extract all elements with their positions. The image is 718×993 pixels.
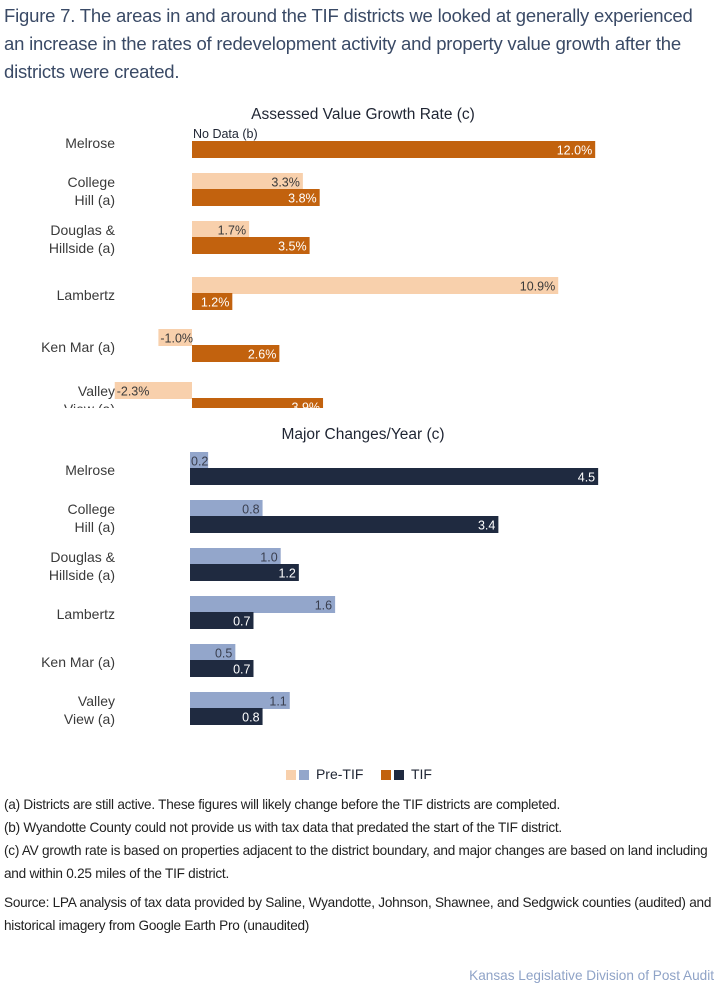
bar-pre-tif-4	[158, 329, 192, 346]
category-label-college-hill-a: College Hill (a)	[68, 501, 116, 535]
major-changes-chart: Major Changes/Year (c) Melrose 0.2 4.5 Colle…	[41, 426, 599, 727]
value-label-pre-tif-5: -2.3%	[117, 385, 150, 399]
assessed-value-growth-chart: Assessed Value Growth Rate (c) Melrose No …	[41, 106, 596, 409]
value-label-tif-0: 4.5	[578, 471, 595, 485]
category-label-melrose: Melrose	[65, 462, 115, 478]
bar-pre-tif-5	[114, 382, 192, 399]
value-label-tif-0: 12.0%	[557, 144, 592, 158]
value-label-pre-tif-1: 3.3%	[271, 176, 300, 190]
value-label-pre-tif-1: 0.8	[242, 503, 259, 517]
bar-pre-tif-3	[190, 596, 336, 613]
category-label-ken-mar-a: Ken Mar (a)	[41, 339, 115, 355]
legend-label-pre-tif: Pre-TIF	[315, 766, 364, 782]
value-label-pre-tif-0: 0.2	[191, 455, 208, 469]
footnote-b: (b) Wyandotte County could not provide u…	[4, 820, 562, 835]
chart-title: Major Changes/Year (c)	[281, 426, 444, 443]
value-label-pre-tif-4: -1.0%	[160, 332, 193, 346]
legend-swatch-mc-pre	[299, 770, 310, 780]
legend-label-tif: TIF	[410, 766, 432, 782]
bar-pre-tif-2	[190, 548, 281, 565]
bar-pre-tif-1	[190, 500, 263, 517]
category-label-lambertz: Lambertz	[57, 287, 115, 303]
value-label-tif-3: 0.7	[233, 615, 250, 629]
footnote-c: (c) AV growth rate is based on propertie…	[4, 843, 708, 881]
value-label-tif-3: 1.2%	[201, 296, 230, 310]
bar-tif-0	[192, 141, 596, 158]
value-label-pre-tif-2: 1.0	[260, 551, 277, 565]
category-label-college-hill-a: College Hill (a)	[68, 174, 116, 208]
value-label-tif-4: 2.6%	[248, 348, 277, 362]
legend-swatch-av-pre	[286, 770, 297, 780]
category-label-lambertz: Lambertz	[57, 606, 115, 622]
bar-tif-2	[192, 237, 310, 254]
credit-line: Kansas Legislative Division of Post Audi…	[469, 968, 714, 983]
value-label-tif-2: 3.5%	[278, 240, 307, 254]
value-label-pre-tif-4: 0.5	[215, 647, 232, 661]
bar-tif-2	[190, 564, 299, 581]
value-label-tif-1: 3.8%	[288, 192, 317, 206]
bar-tif-0	[190, 468, 599, 485]
bar-pre-tif-3	[192, 277, 559, 294]
legend-swatch-av-tif	[381, 770, 392, 780]
footnotes: (a) Districts are still active. These fi…	[4, 793, 718, 937]
bar-tif-3	[192, 293, 233, 310]
chart-title: Assessed Value Growth Rate (c)	[251, 106, 475, 123]
bar-tif-5	[190, 708, 263, 725]
value-label-tif-4: 0.7	[233, 663, 250, 677]
bar-tif-5	[192, 398, 324, 408]
figure-title: Figure 7. The areas in and around the TI…	[4, 5, 693, 82]
bar-tif-1	[192, 189, 320, 206]
bar-pre-tif-4	[190, 644, 236, 661]
value-label-pre-tif-3: 10.9%	[520, 280, 555, 294]
bar-tif-4	[190, 660, 254, 677]
category-label-douglas-hillside-a: Douglas & Hillside (a)	[49, 549, 116, 583]
value-label-pre-tif-0: No Data (b)	[193, 127, 258, 141]
bar-tif-4	[192, 345, 280, 362]
chart-legend: Pre-TIF TIF	[0, 766, 718, 782]
bar-pre-tif-2	[192, 221, 250, 238]
value-label-tif-2: 1.2	[278, 567, 295, 581]
value-label-tif-5: 0.8	[242, 711, 259, 725]
bar-tif-3	[190, 612, 254, 629]
legend-swatch-mc-tif	[394, 770, 405, 780]
category-label-ken-mar-a: Ken Mar (a)	[41, 654, 115, 670]
value-label-pre-tif-5: 1.1	[269, 695, 286, 709]
value-label-tif-5: 3.9%	[292, 401, 321, 409]
category-label-douglas-hillside-a: Douglas & Hillside (a)	[49, 222, 116, 256]
bar-tif-1	[190, 516, 499, 533]
source-note: Source: LPA analysis of tax data provide…	[4, 895, 712, 933]
value-label-pre-tif-2: 1.7%	[218, 224, 247, 238]
footnote-a: (a) Districts are still active. These fi…	[4, 797, 560, 812]
bar-pre-tif-0	[190, 452, 209, 469]
bar-pre-tif-1	[192, 173, 303, 190]
value-label-pre-tif-3: 1.6	[315, 599, 332, 613]
category-label-melrose: Melrose	[65, 135, 115, 151]
value-label-tif-1: 3.4	[478, 519, 495, 533]
bar-pre-tif-5	[190, 692, 290, 709]
